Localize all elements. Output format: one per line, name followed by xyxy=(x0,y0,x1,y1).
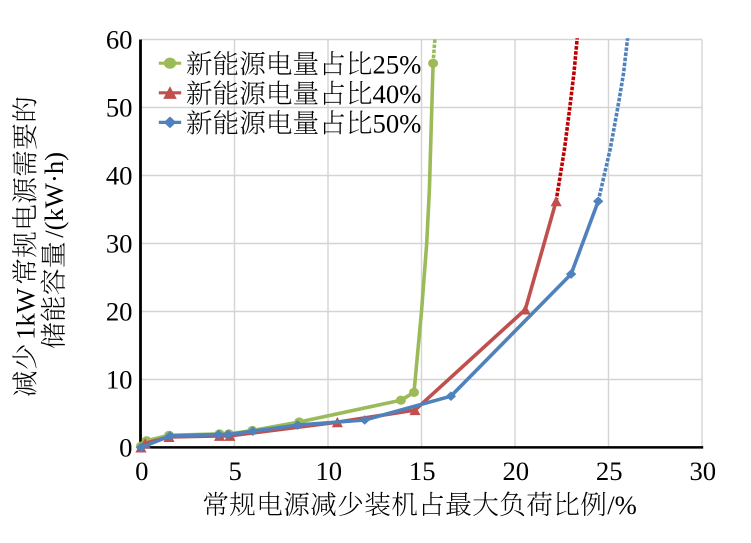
svg-text:60: 60 xyxy=(106,25,133,55)
svg-text:0: 0 xyxy=(119,433,132,463)
svg-text:20: 20 xyxy=(502,456,529,486)
svg-text:25: 25 xyxy=(596,456,623,486)
svg-text:5: 5 xyxy=(229,456,242,486)
svg-text:50%: 50% xyxy=(373,109,422,139)
svg-text:30: 30 xyxy=(689,456,716,486)
svg-text:40: 40 xyxy=(106,161,133,191)
svg-text:/%: /% xyxy=(607,490,637,520)
svg-text:1kW: 1kW xyxy=(11,287,41,340)
svg-text:50: 50 xyxy=(106,93,133,123)
svg-text:10: 10 xyxy=(106,365,133,395)
svg-text:10: 10 xyxy=(315,456,342,486)
svg-text:25%: 25% xyxy=(373,49,422,79)
svg-text:15: 15 xyxy=(409,456,436,486)
svg-text:40%: 40% xyxy=(373,79,422,109)
svg-text:/(kW·h): /(kW·h) xyxy=(39,152,69,238)
svg-text:20: 20 xyxy=(106,297,133,327)
svg-text:0: 0 xyxy=(135,456,148,486)
svg-text:30: 30 xyxy=(106,229,133,259)
